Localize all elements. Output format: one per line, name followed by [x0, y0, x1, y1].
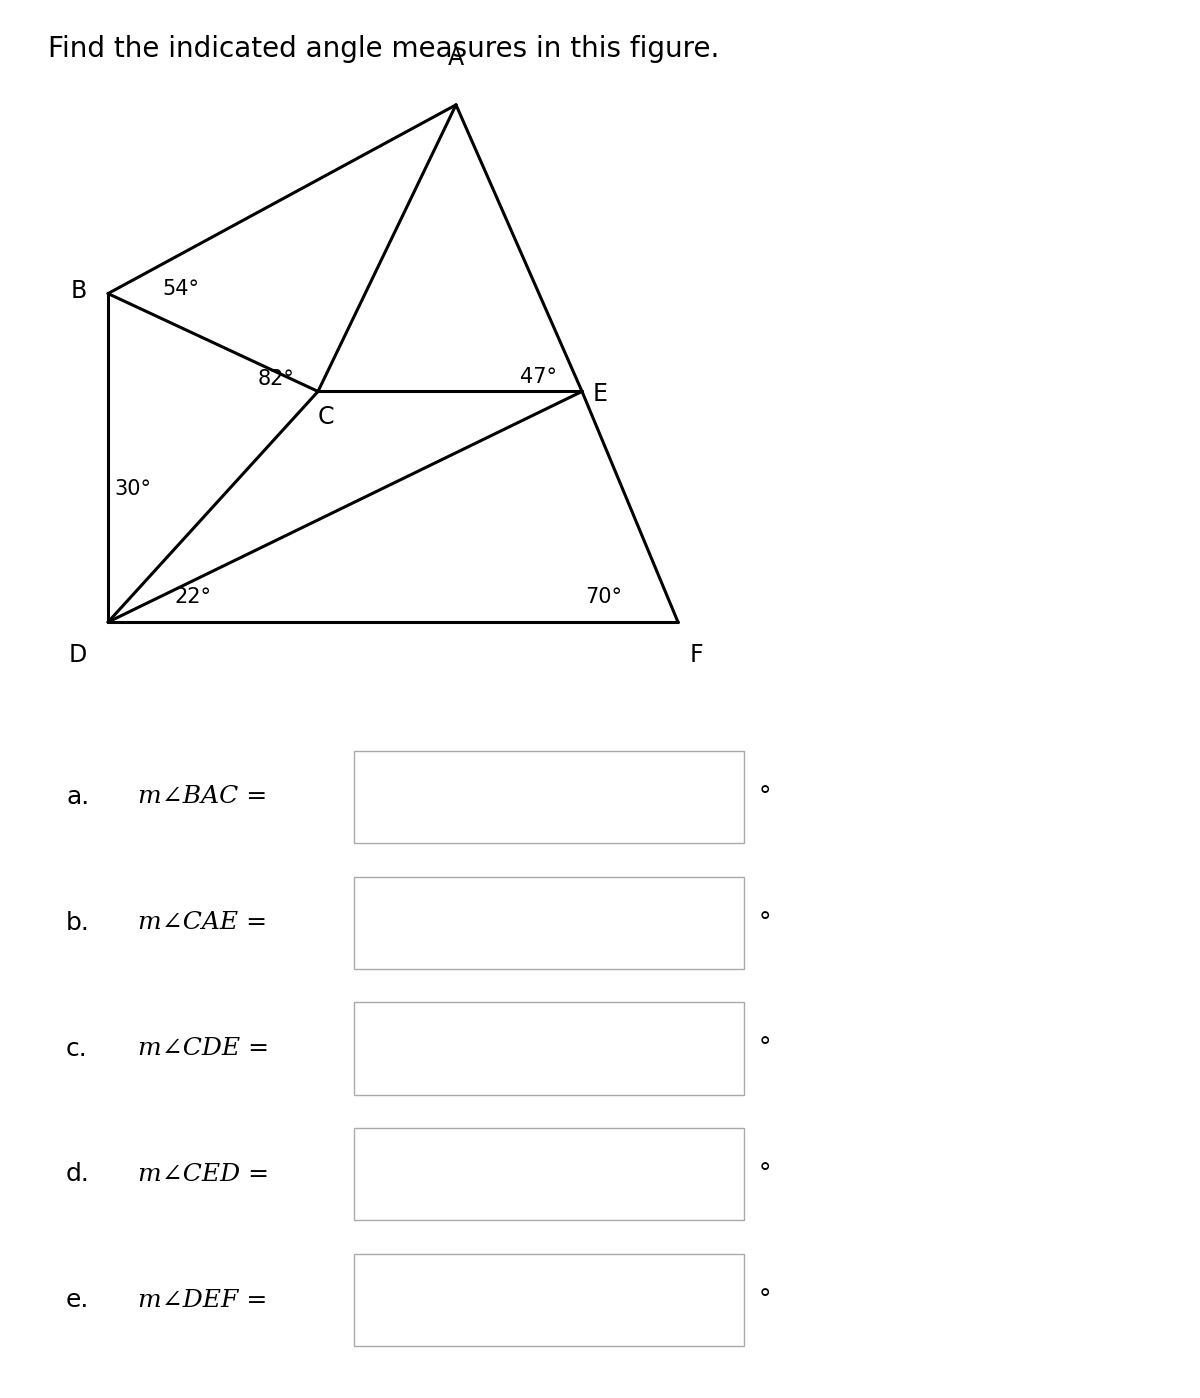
Text: °: °	[758, 1162, 770, 1187]
Text: c.: c.	[66, 1036, 88, 1061]
Text: a.: a.	[66, 784, 89, 809]
Text: m∠BAC =: m∠BAC =	[138, 786, 268, 808]
Text: m∠CAE =: m∠CAE =	[138, 911, 268, 934]
Text: °: °	[758, 910, 770, 935]
FancyBboxPatch shape	[354, 1002, 744, 1095]
Text: e.: e.	[66, 1288, 89, 1313]
FancyBboxPatch shape	[354, 751, 744, 843]
Text: 47°: 47°	[520, 368, 557, 387]
Text: 30°: 30°	[114, 480, 151, 499]
Text: d.: d.	[66, 1162, 90, 1187]
Text: m∠CED =: m∠CED =	[138, 1163, 269, 1186]
Text: 70°: 70°	[586, 587, 623, 607]
Text: E: E	[593, 382, 607, 407]
Text: m∠CDE =: m∠CDE =	[138, 1037, 269, 1060]
Text: °: °	[758, 1288, 770, 1313]
Text: 22°: 22°	[174, 587, 211, 607]
FancyBboxPatch shape	[354, 1254, 744, 1346]
Text: 82°: 82°	[258, 369, 295, 389]
Text: F: F	[690, 643, 703, 667]
Text: B: B	[70, 278, 86, 303]
Text: 54°: 54°	[162, 280, 199, 299]
FancyBboxPatch shape	[354, 1128, 744, 1220]
FancyBboxPatch shape	[354, 877, 744, 969]
Text: °: °	[758, 784, 770, 809]
Text: D: D	[68, 643, 86, 667]
Text: °: °	[758, 1036, 770, 1061]
Text: A: A	[448, 46, 464, 70]
Text: C: C	[318, 405, 335, 429]
Text: Find the indicated angle measures in this figure.: Find the indicated angle measures in thi…	[48, 35, 719, 63]
Text: b.: b.	[66, 910, 90, 935]
Text: m∠DEF =: m∠DEF =	[138, 1289, 268, 1311]
